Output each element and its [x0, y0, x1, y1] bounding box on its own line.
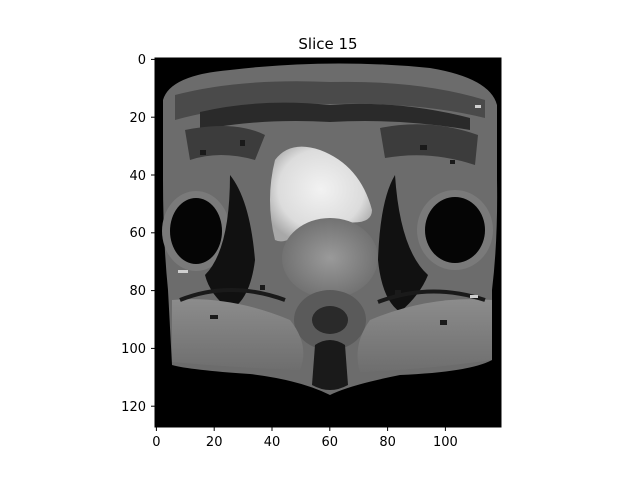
image-frame: [154, 57, 502, 428]
y-tick-label: 60: [129, 226, 146, 241]
y-tick-label: 120: [121, 400, 146, 415]
x-tick-label: 0: [152, 435, 160, 450]
x-tick-label: 100: [433, 435, 458, 450]
x-axis: 0 20 40 60 80 100: [152, 427, 458, 450]
y-tick-label: 20: [129, 111, 146, 126]
x-tick-label: 60: [322, 435, 339, 450]
y-tick-label: 80: [129, 284, 146, 299]
y-axis: 0 20 40 60 80 100 120: [121, 53, 155, 415]
mri-slice-image: [155, 58, 501, 427]
x-tick-label: 40: [264, 435, 281, 450]
y-tick-label: 100: [121, 342, 146, 357]
x-tick-label: 20: [206, 435, 223, 450]
chart-title: Slice 15: [298, 35, 357, 53]
y-tick-label: 40: [129, 169, 146, 184]
x-tick-label: 80: [379, 435, 396, 450]
y-tick-label: 0: [138, 53, 146, 68]
